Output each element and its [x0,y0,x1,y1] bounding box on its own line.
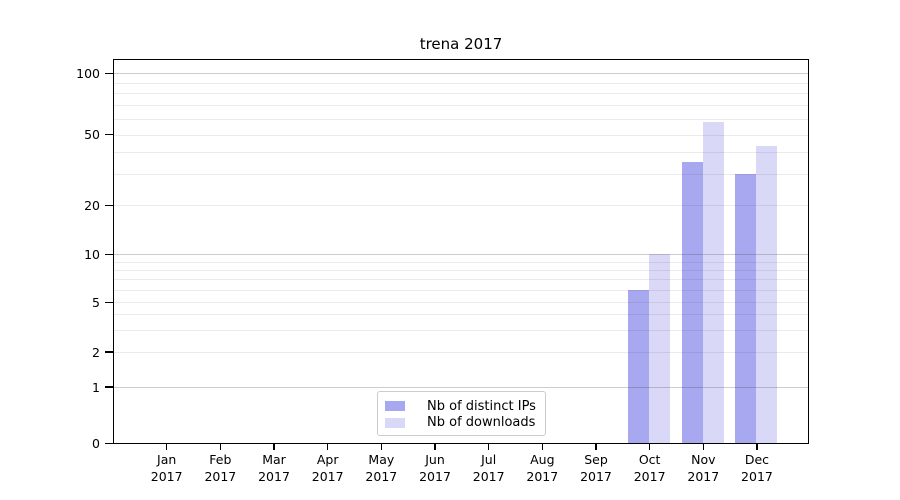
x-tick-label: Jun 2017 [419,452,451,484]
y-tick [105,72,113,74]
x-tick-label: Feb 2017 [204,452,237,484]
x-tick-label: Apr 2017 [311,452,344,484]
legend-swatch-downloads [385,417,405,428]
y-tick [105,253,113,255]
legend-label-downloads: Nb of downloads [427,415,536,431]
y-tick-label: 5 [92,294,100,310]
gridline-minor [114,118,808,120]
legend: Nb of distinct IPs Nb of downloads [377,391,546,436]
x-tick [273,444,275,450]
x-tick [488,444,490,450]
gridline-minor [114,278,808,280]
gridline-major [114,254,808,256]
x-tick [541,444,543,450]
x-tick-label: May 2017 [365,452,398,484]
y-tick [105,204,113,206]
y-tick [105,134,113,136]
x-tick-label: Jan 2017 [150,452,183,484]
x-tick-label: Jul 2017 [472,452,505,484]
gridline-minor [114,174,808,176]
y-tick-label: 100 [76,65,100,81]
y-tick-label: 1 [92,379,100,395]
y-tick-label: 10 [84,246,100,262]
x-tick [756,444,758,450]
gridline-minor [114,93,808,95]
bar-dec-distinct-ips [735,174,757,443]
gridline-minor [114,289,808,291]
x-tick [649,444,651,450]
gridline-minor [114,314,808,316]
x-tick-label: Nov 2017 [687,452,720,484]
x-tick [380,444,382,450]
y-tick-label: 0 [92,436,100,451]
gridline-major [114,73,808,75]
gridline-minor [114,330,808,331]
legend-label-distinct-ips: Nb of distinct IPs [427,398,536,414]
gridline-minor [114,205,808,207]
legend-entry-downloads: Nb of downloads [385,415,537,432]
x-tick [702,444,704,450]
bar-oct-downloads [649,254,671,443]
x-tick [166,444,168,450]
gridline-minor [114,151,808,153]
legend-swatch-distinct-ips [385,401,405,412]
y-tick [105,351,113,353]
x-tick-label: Dec 2017 [741,452,773,484]
y-tick-label: 50 [84,127,100,143]
y-tick-label: 20 [84,197,100,213]
bar-dec-downloads [756,146,778,443]
y-tick [105,386,113,388]
gridline-minor [114,302,808,304]
x-tick-label: Aug 2017 [526,452,559,484]
plot-area [113,59,809,444]
x-tick-label: Sep 2017 [580,452,612,484]
x-tick [595,444,597,450]
y-tick [105,442,113,445]
y-tick-label: 2 [92,344,100,360]
x-tick [219,444,221,450]
legend-entry-distinct-ips: Nb of distinct IPs [385,398,537,415]
gridline-minor [114,104,808,106]
x-tick [434,444,436,450]
gridline-minor [114,352,808,353]
x-tick-label: Mar 2017 [258,452,290,484]
chart-title: trena 2017 [419,35,503,53]
bar-oct-distinct-ips [628,289,650,443]
gridline-minor [114,261,808,263]
gridline-minor [114,82,808,84]
gridline-major [114,387,808,388]
gridline-minor [114,134,808,136]
bar-nov-downloads [702,121,724,443]
gridline-minor [114,269,808,271]
x-tick [327,444,329,450]
y-tick [105,301,113,303]
x-tick-label: Oct 2017 [633,452,666,484]
bar-nov-distinct-ips [681,162,703,443]
